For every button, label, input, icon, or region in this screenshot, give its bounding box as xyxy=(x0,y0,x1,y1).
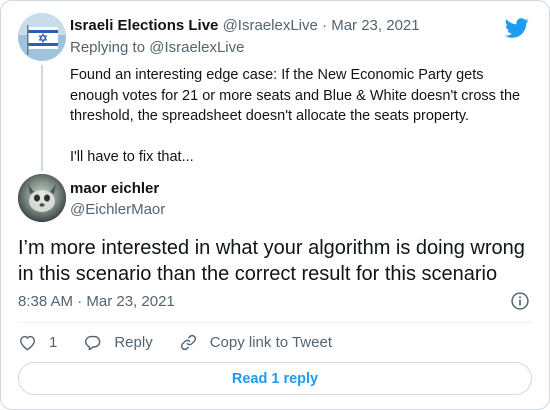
replying-to-label: Replying to xyxy=(70,39,146,56)
parent-handle[interactable]: @IsraelexLive xyxy=(222,17,318,34)
parent-display-name[interactable]: Israeli Elections Live xyxy=(70,17,219,34)
reply-icon xyxy=(85,335,101,350)
main-display-name[interactable]: maor eichler xyxy=(70,180,160,197)
replying-to-handle[interactable]: @IsraelexLive xyxy=(149,39,245,56)
parent-text-paragraph: I'll have to fix that... xyxy=(70,149,194,165)
cat-avatar-image xyxy=(18,174,66,222)
link-icon xyxy=(180,334,196,350)
parent-avatar[interactable] xyxy=(18,13,66,61)
parent-separator: · xyxy=(322,17,328,34)
like-button[interactable]: 1 xyxy=(18,333,57,352)
parent-text-paragraph: Found an interesting edge case: If the N… xyxy=(70,67,521,124)
parent-header: Israeli Elections Live @IsraelexLive · M… xyxy=(70,16,420,35)
reply-button[interactable]: Reply xyxy=(83,333,153,352)
main-tweet-text: I’m more interested in what your algorit… xyxy=(18,237,525,285)
reply-label: Reply xyxy=(114,333,153,351)
divider xyxy=(18,322,532,323)
read-replies-button[interactable]: Read 1 reply xyxy=(18,362,532,395)
main-handle[interactable]: @EichlerMaor xyxy=(70,201,166,218)
replying-to: Replying to @IsraelexLive xyxy=(70,38,245,57)
copy-link-button[interactable]: Copy link to Tweet xyxy=(179,333,332,352)
main-avatar[interactable] xyxy=(18,174,66,222)
action-bar: 1 Reply Copy link to Tweet xyxy=(18,331,358,353)
parent-date[interactable]: Mar 23, 2021 xyxy=(331,17,420,34)
main-timestamp: 8:38 AM · Mar 23, 2021 xyxy=(18,292,175,311)
info-icon[interactable] xyxy=(510,291,530,311)
parent-tweet-text: Found an interesting edge case: If the N… xyxy=(70,65,530,188)
like-count: 1 xyxy=(49,333,58,351)
timestamp-link[interactable]: 8:38 AM · Mar 23, 2021 xyxy=(18,293,175,310)
thread-connector-line xyxy=(41,65,43,171)
heart-icon xyxy=(20,335,35,350)
israel-flag-avatar-image xyxy=(18,13,66,61)
twitter-logo-icon[interactable] xyxy=(505,16,529,40)
copy-link-label: Copy link to Tweet xyxy=(209,333,332,351)
